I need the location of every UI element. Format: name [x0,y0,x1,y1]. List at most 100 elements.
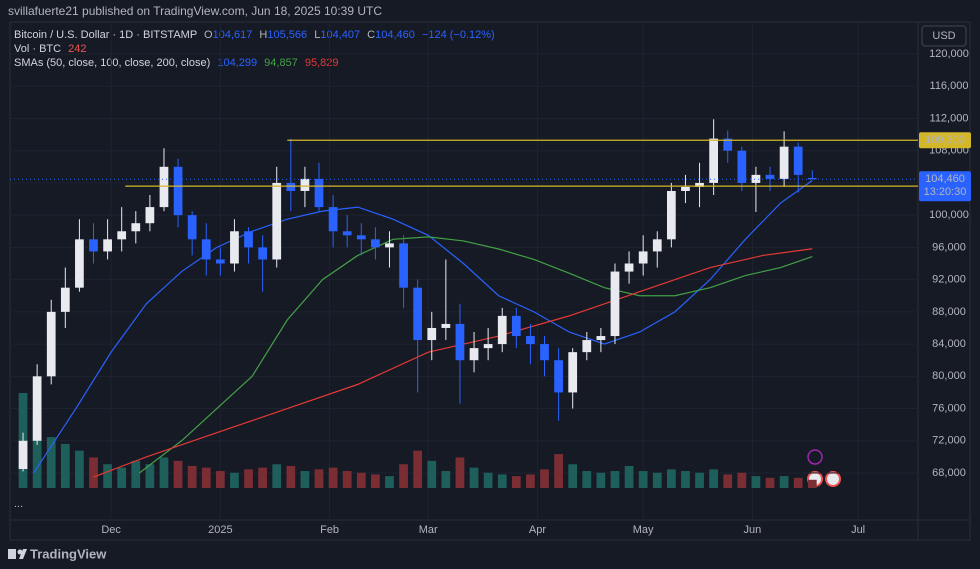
candle-body [723,138,733,151]
candle-body [709,138,719,183]
volume-bar [737,472,747,488]
legend-line: SMAs (50, close, 100, close, 200, close)… [14,57,339,69]
candle-body [427,327,437,341]
candle-body [582,340,592,353]
volume-bar [413,450,423,488]
ohlc-key: O [204,29,213,41]
level-label-box [919,132,971,149]
candle-body [455,323,465,361]
sma-title: SMAs (50, close, 100, close, 200, close) [14,57,210,69]
x-tick-label: Feb [320,524,339,536]
brand: TradingView [30,546,107,561]
candle-body [469,348,479,361]
candle-body [568,352,578,393]
volume-bar [131,460,141,488]
logo-part [17,549,23,555]
price-label: 104,460 [925,173,965,185]
volume-bar [681,471,690,488]
currency[interactable]: USD [932,30,955,42]
volume-bar [779,476,789,488]
volume-bar [173,460,183,488]
volume-bar [427,460,437,488]
volume-bar [258,467,268,488]
header: svillafuerte21 published on TradingView.… [8,4,382,18]
y-tick-label: 80,000 [932,370,966,382]
y-tick-label: 112,000 [930,112,969,124]
candle-body [356,235,366,240]
volume-bar [540,469,549,488]
candle-body [751,174,761,183]
ohlc-value: 104,460 [375,29,415,41]
logo-part [8,549,16,559]
candle-body [596,336,606,341]
volume-bar [554,454,563,488]
y-tick-label: 92,000 [932,274,966,286]
candle-body [399,243,408,288]
volume-bar [441,471,451,488]
candle-body [807,177,817,180]
x-tick-label: May [633,524,654,536]
x-tick-label: Jul [851,524,865,536]
icon[interactable] [807,449,823,465]
volume-bar [483,472,493,488]
candle-body [230,231,239,264]
candle-body [201,239,211,260]
volume-bar [272,464,282,488]
candle-body [18,440,28,469]
volume-bar [596,472,606,488]
volume-bar [89,457,98,488]
y-tick-label: 84,000 [932,338,966,350]
y-tick-label: 68,000 [932,467,966,479]
currency-box[interactable] [921,25,967,47]
volume-bar [342,471,352,488]
volume-bar [244,469,253,488]
legend-line: Bitcoin / U.S. Dollar · 1D · BITSTAMP O1… [14,29,495,41]
volume-bar [103,464,112,488]
volume-bar [497,474,507,488]
logo-part [19,549,27,559]
volume-bar [526,474,535,488]
candle-body [793,146,803,175]
icon[interactable] [825,471,841,487]
volume-bar [215,471,225,488]
frame [9,21,971,541]
countdown: 13:20:30 [924,186,967,198]
volume-bar [793,477,803,488]
volume-bar [511,476,521,488]
volume-bar [610,471,620,488]
sma-value: 95,829 [305,57,339,69]
volume-bar [75,450,84,488]
ohlc-value: 105,566 [267,29,307,41]
volume-bar [695,472,704,488]
more[interactable]: ... [14,498,23,510]
legend-line: Vol · BTC 242 [14,43,87,55]
change: −124 (−0.12%) [422,29,495,41]
x-tick-label: Jun [744,524,762,536]
candle-body [187,215,197,240]
candle-body [666,190,676,240]
y-tick-label: 88,000 [932,306,966,318]
volume-value: 242 [68,43,86,55]
volume-bar [568,464,578,488]
candle-body [638,251,648,264]
x-tick-label: Apr [529,524,546,536]
candle-body [286,182,296,191]
candle-body [342,231,352,236]
volume-bar [230,472,239,488]
candle-body [89,239,98,252]
y-tick-label: 72,000 [932,435,966,447]
candle-body [497,315,507,345]
x-tick-label: Dec [101,524,121,536]
volume-bar [46,437,56,488]
candle-body [441,323,451,328]
volume-bar [385,476,394,488]
candle-body [314,178,324,208]
candle-body [46,311,56,377]
sma-line [33,180,813,474]
candle-body [483,344,493,349]
price-label-box [919,171,971,202]
volume-bar [328,467,338,488]
candle-body [117,231,127,240]
volume-bar [117,467,127,488]
